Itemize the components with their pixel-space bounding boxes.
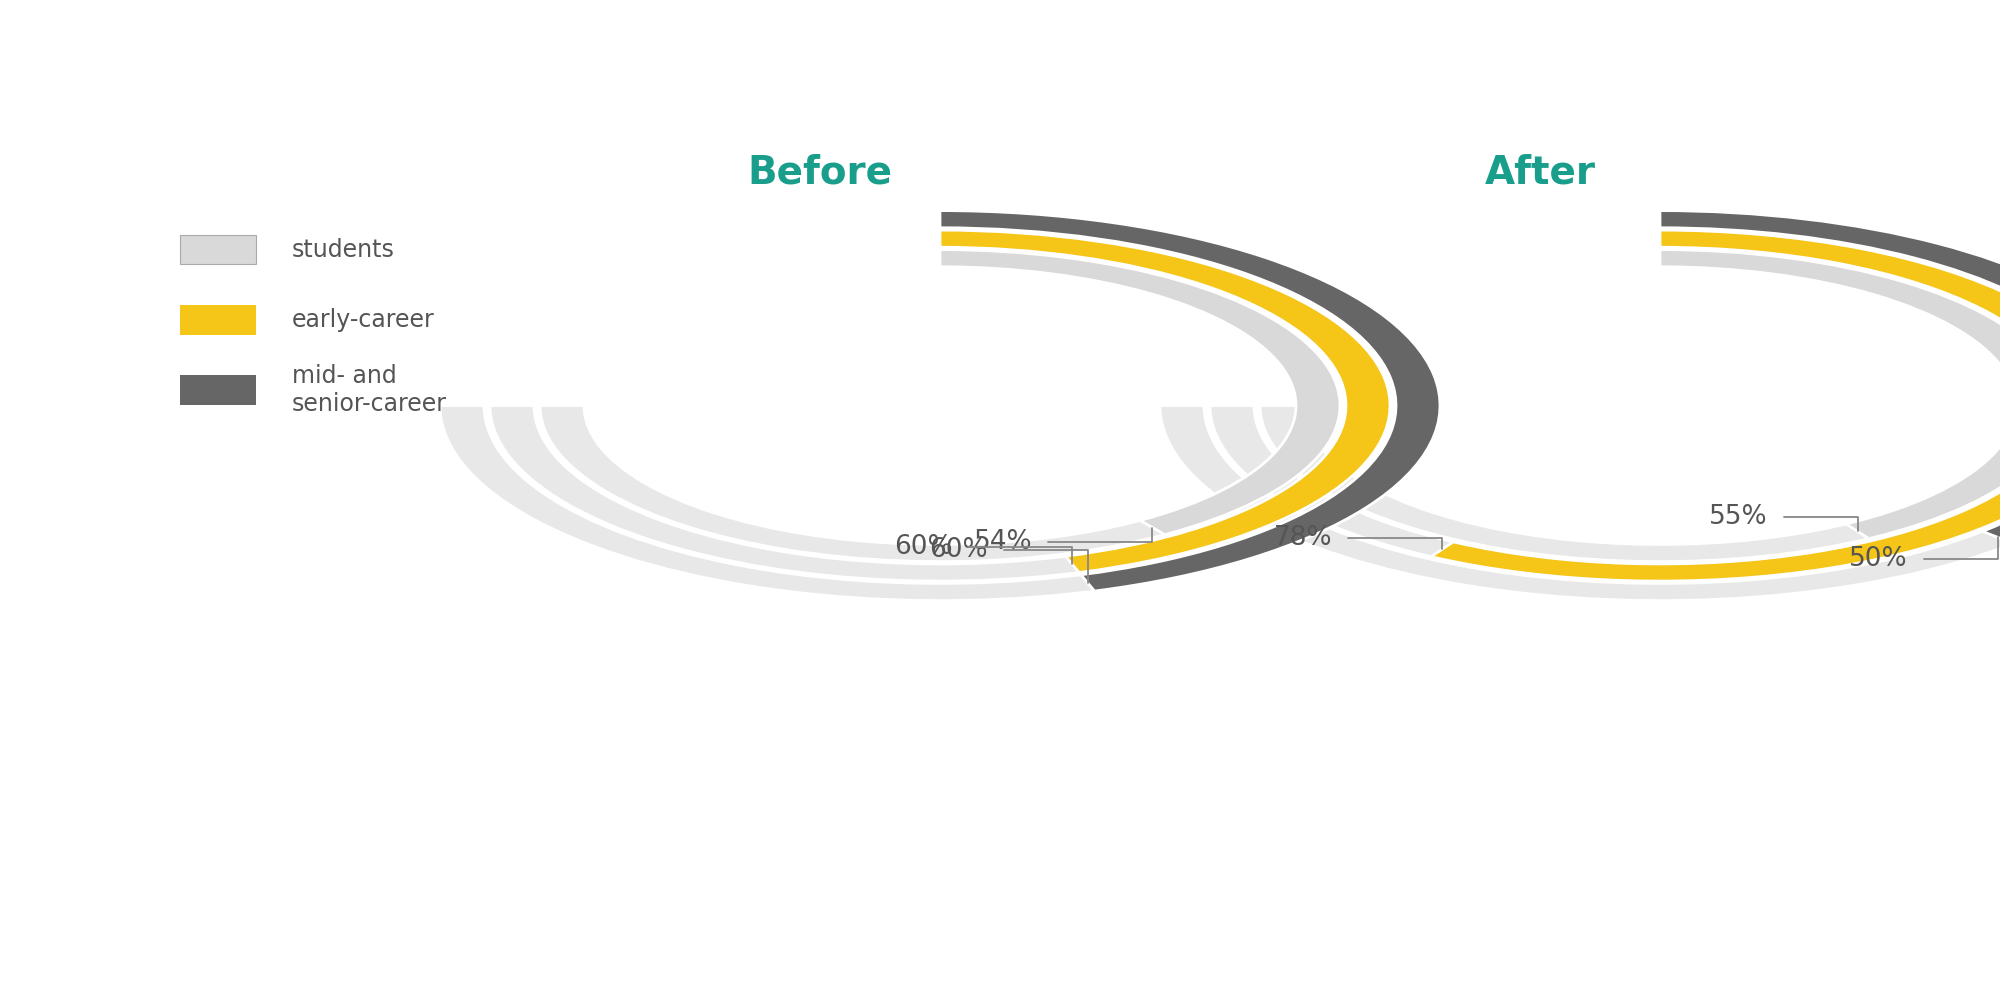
Text: early-career: early-career bbox=[292, 308, 434, 332]
Text: UNSW: UNSW bbox=[1770, 842, 1924, 885]
Text: SYDNEY: SYDNEY bbox=[1770, 914, 1842, 932]
Wedge shape bbox=[1660, 211, 2000, 543]
FancyBboxPatch shape bbox=[180, 375, 256, 405]
Wedge shape bbox=[940, 211, 1440, 591]
Wedge shape bbox=[940, 250, 1340, 535]
Wedge shape bbox=[540, 250, 1340, 562]
Text: 50%: 50% bbox=[1850, 546, 1908, 572]
Wedge shape bbox=[440, 211, 1440, 601]
Wedge shape bbox=[490, 230, 1390, 581]
Wedge shape bbox=[1160, 211, 2000, 601]
Text: Before: Before bbox=[748, 153, 892, 191]
Text: students: students bbox=[292, 238, 394, 262]
Text: 60%: 60% bbox=[894, 534, 952, 560]
FancyBboxPatch shape bbox=[180, 305, 256, 335]
Wedge shape bbox=[940, 230, 1390, 573]
Text: 55%: 55% bbox=[1708, 504, 1768, 530]
FancyBboxPatch shape bbox=[180, 235, 256, 264]
Wedge shape bbox=[1660, 250, 2000, 539]
Text: Women in STEM
Ambassador: Women in STEM Ambassador bbox=[956, 848, 1284, 924]
Wedge shape bbox=[1210, 230, 2000, 581]
Text: An Australian Government Initiative: An Australian Government Initiative bbox=[322, 953, 598, 968]
Wedge shape bbox=[1260, 250, 2000, 562]
Text: 60%: 60% bbox=[930, 537, 988, 563]
Text: 54%: 54% bbox=[974, 529, 1032, 555]
Text: 78%: 78% bbox=[1274, 525, 1332, 551]
Text: mid- and
senior-career: mid- and senior-career bbox=[292, 364, 448, 416]
Wedge shape bbox=[1430, 230, 2000, 581]
Text: After: After bbox=[1484, 153, 1596, 191]
